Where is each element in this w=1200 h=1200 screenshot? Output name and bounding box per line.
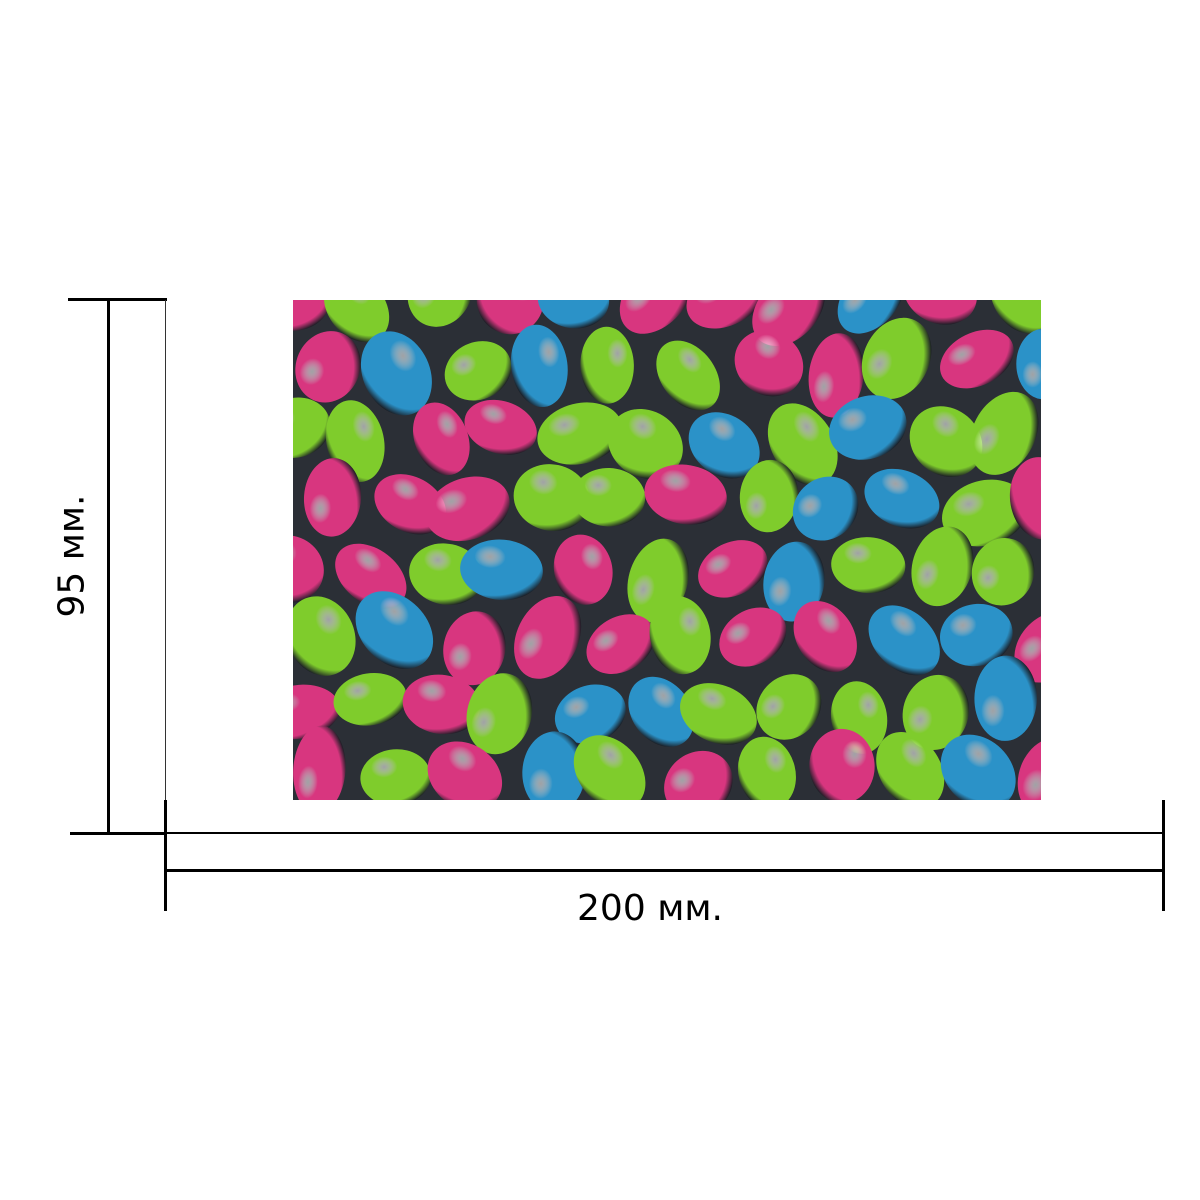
pink-foil-egg [644,464,727,525]
green-foil-egg [756,674,822,740]
width-dimension-line [166,869,1164,872]
height-extension-line [165,300,166,833]
green-foil-egg [876,732,945,800]
pink-foil-egg [293,684,340,740]
green-foil-egg [656,340,720,411]
green-foil-egg [649,596,711,675]
green-foil-egg [360,749,431,800]
pink-foil-egg [752,300,825,346]
width-extension-line [166,832,1164,834]
blue-foil-egg [360,331,432,416]
pink-foil-egg [940,329,1014,389]
green-foil-egg [323,300,390,343]
green-foil-egg [293,397,331,458]
pink-foil-egg [514,596,582,679]
pink-foil-egg [586,614,655,674]
pink-foil-egg [476,300,544,335]
pink-foil-egg [793,601,857,673]
green-foil-egg [513,464,590,531]
height-top-tick [68,298,167,301]
blue-foil-egg [864,468,940,529]
blue-foil-egg [974,655,1037,741]
pink-foil-egg [293,300,330,331]
blue-foil-egg [868,605,940,676]
blue-foil-egg [460,539,543,601]
blue-foil-egg [939,603,1013,667]
green-foil-egg [607,409,683,479]
green-foil-egg [941,479,1028,547]
green-foil-egg [990,300,1041,334]
green-foil-egg [909,406,983,478]
product-photo [293,300,1041,800]
green-foil-egg [293,596,356,676]
blue-foil-egg [355,591,434,669]
green-foil-egg [580,326,634,404]
blue-foil-egg [763,541,825,622]
pink-foil-egg [1017,736,1041,800]
blue-foil-egg [628,676,694,747]
pink-foil-egg [809,728,875,800]
green-foil-egg [739,459,799,533]
pink-foil-egg [903,300,977,325]
pink-foil-egg [464,399,537,455]
width-left-tick [164,800,167,911]
pink-foil-egg [698,540,768,598]
green-foil-egg [911,526,974,607]
pink-foil-egg [413,402,470,476]
green-foil-egg [407,300,473,327]
pink-foil-egg [293,535,324,603]
blue-foil-egg [510,324,568,408]
pink-foil-egg [1014,612,1041,683]
blue-foil-egg [792,476,859,541]
green-foil-egg [861,317,932,400]
width-right-tick [1162,800,1165,911]
green-foil-egg [572,468,646,527]
green-foil-egg [444,341,512,401]
green-foil-egg [466,673,533,755]
height-bottom-tick [70,832,167,835]
green-foil-egg [573,735,646,800]
green-foil-egg [969,391,1039,475]
pink-foil-egg [808,333,864,418]
pink-foil-egg [293,725,346,800]
pink-foil-egg [664,750,733,800]
blue-foil-egg [537,300,610,329]
blue-foil-egg [1016,328,1041,400]
pink-foil-egg [686,300,766,329]
green-foil-egg [333,673,407,726]
green-foil-egg [902,674,970,750]
blue-foil-egg [837,300,905,334]
pink-foil-egg [303,458,362,537]
pink-foil-egg [443,611,506,686]
width-label: 200 мм. [577,888,723,929]
green-foil-egg [767,403,838,486]
blue-foil-egg [554,684,626,744]
blue-foil-egg [829,395,907,460]
pink-foil-egg [1009,457,1041,540]
pink-foil-egg [553,534,613,605]
green-foil-egg [737,736,796,800]
blue-foil-egg [940,734,1016,800]
height-dimension-line [107,299,110,834]
pink-foil-egg [425,476,510,542]
pink-foil-egg [295,331,361,403]
blue-foil-egg [688,412,760,479]
green-foil-egg [831,537,906,594]
green-foil-egg [680,683,757,745]
blue-foil-egg [522,731,586,800]
pink-foil-egg [427,741,503,800]
pink-foil-egg [402,674,481,735]
pink-foil-egg [619,300,694,334]
green-foil-egg [537,402,623,465]
height-label: 95 мм. [51,494,93,618]
pink-foil-egg [734,330,804,397]
pink-foil-egg [719,607,787,667]
green-foil-egg [971,537,1035,606]
